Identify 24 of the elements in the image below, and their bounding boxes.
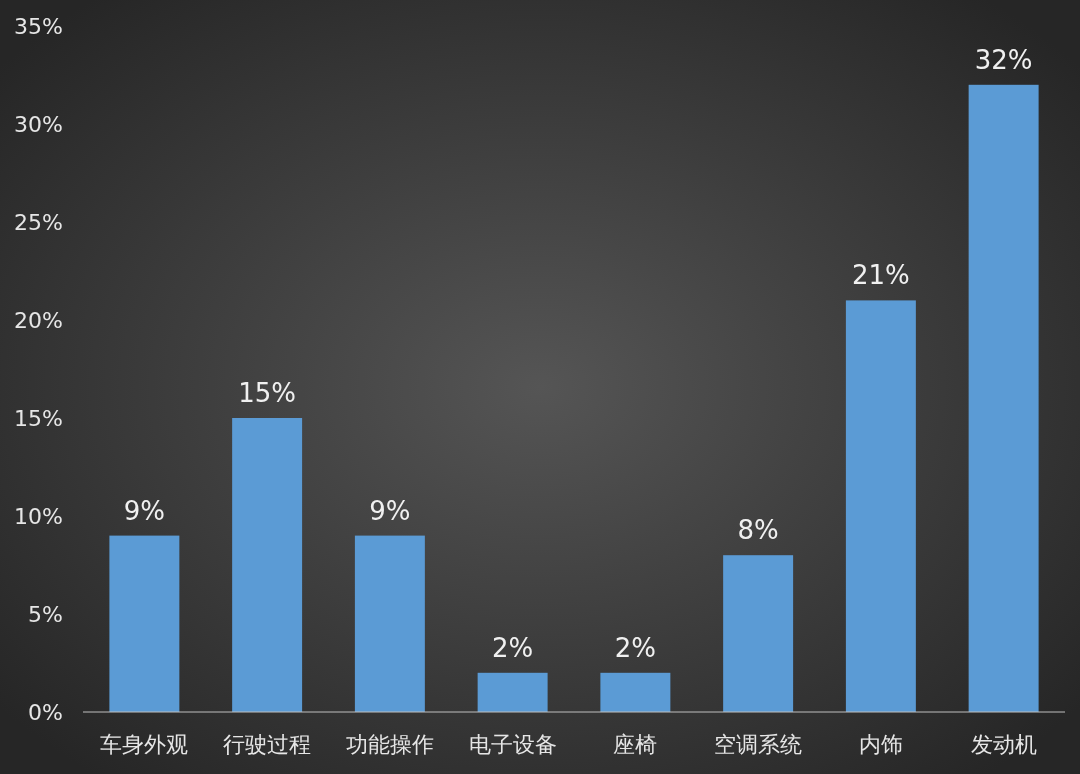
x-tick-label: 功能操作: [345, 732, 434, 757]
data-label: 9%: [123, 495, 165, 526]
x-tick-label: 行驶过程: [223, 732, 312, 757]
y-tick-label: 15%: [14, 406, 63, 431]
x-tick-label: 发动机: [970, 732, 1037, 757]
x-tick-label: 空调系统: [714, 732, 803, 757]
data-label: 9%: [369, 495, 411, 526]
y-tick-label: 10%: [14, 504, 63, 529]
y-tick-label: 5%: [28, 602, 63, 627]
data-label: 2%: [492, 632, 534, 663]
y-tick-label: 30%: [14, 112, 63, 137]
data-label: 8%: [737, 515, 779, 546]
x-tick-label: 车身外观: [100, 732, 189, 757]
y-tick-label: 20%: [14, 308, 63, 333]
data-label: 2%: [614, 632, 656, 663]
y-tick-label: 35%: [14, 14, 63, 39]
data-label: 15%: [238, 378, 297, 408]
x-tick-label: 内饰: [858, 732, 903, 757]
data-label: 21%: [851, 260, 910, 291]
y-tick-label: 25%: [14, 210, 63, 235]
x-tick-label: 电子设备: [468, 732, 557, 757]
x-tick-label: 座椅: [613, 732, 658, 757]
data-label: 32%: [974, 44, 1033, 75]
y-tick-label: 0%: [28, 700, 63, 725]
